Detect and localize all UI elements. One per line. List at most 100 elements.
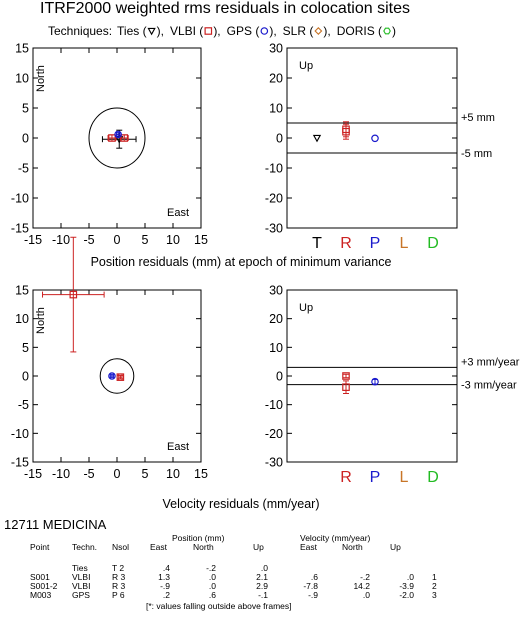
data-point-gps bbox=[371, 134, 379, 143]
y-tick-label: 10 bbox=[269, 102, 283, 116]
table-cell: S001-2 bbox=[30, 581, 58, 591]
residuals-table: Position (mm) Velocity (mm/year) Point Tech… bbox=[30, 533, 437, 611]
station-name: 12711 MEDICINA bbox=[4, 517, 107, 532]
tolerance-circle bbox=[88, 107, 146, 169]
table-cell: .0 bbox=[261, 563, 268, 573]
category-label-r: R bbox=[340, 469, 352, 486]
threshold-label: +3 mm/year bbox=[461, 356, 520, 368]
velocity-horizontal-plot: -15 -10 -5 0 5 10 15 -15 -10 -5 0 5 10 15 North East bbox=[11, 236, 208, 481]
y-tick-label: 5 bbox=[22, 341, 29, 355]
y-tick-label: -20 bbox=[265, 427, 283, 441]
up-title: Up bbox=[299, 60, 313, 72]
x-tick-label: 10 bbox=[166, 467, 180, 481]
legend-circle-icon bbox=[260, 27, 269, 35]
position-group-header: Position (mm) bbox=[172, 533, 225, 543]
category-label-l: L bbox=[400, 235, 409, 252]
data-point-vlbi bbox=[342, 383, 350, 391]
table-cell: -.2 bbox=[360, 572, 370, 582]
category-label-d: D bbox=[427, 235, 439, 252]
legend-triangle-icon bbox=[147, 27, 156, 36]
table-cell: T 2 bbox=[112, 563, 124, 573]
legend-label-gps: GPS ( bbox=[227, 24, 260, 38]
x-tick-label: -15 bbox=[24, 467, 42, 481]
table-cell: .0 bbox=[209, 581, 216, 591]
table-cell: .2 bbox=[163, 590, 170, 600]
y-tick-label: -10 bbox=[11, 192, 29, 206]
table-cell: P 6 bbox=[112, 590, 125, 600]
x-tick-label: 15 bbox=[194, 467, 208, 481]
north-label: North bbox=[35, 307, 47, 334]
column-header: East bbox=[300, 542, 318, 552]
table-cell: .6 bbox=[209, 590, 216, 600]
column-header: Techn. bbox=[72, 542, 97, 552]
table-cell: -.9 bbox=[308, 590, 318, 600]
x-tick-label: 5 bbox=[142, 467, 149, 481]
position-up-plot: -30 -20 -10 0 10 20 30 Up +5 mm -5 mm T R P L D bbox=[265, 42, 495, 253]
data-point-gps bbox=[371, 377, 379, 386]
category-label-t: T bbox=[312, 235, 322, 252]
east-label: East bbox=[167, 441, 189, 453]
column-header: North bbox=[193, 542, 214, 552]
y-tick-label: 0 bbox=[276, 370, 283, 384]
category-label-l: L bbox=[400, 469, 409, 486]
tolerance-circle bbox=[99, 358, 135, 394]
y-tick-label: -10 bbox=[265, 162, 283, 176]
y-tick-label: -10 bbox=[265, 398, 283, 412]
x-tick-label: -15 bbox=[24, 233, 42, 247]
table-cell: 14.2 bbox=[353, 581, 370, 591]
y-tick-label: -5 bbox=[18, 162, 29, 176]
table-cell: 1 bbox=[432, 572, 437, 582]
y-tick-label: 5 bbox=[22, 102, 29, 116]
y-tick-label: -15 bbox=[11, 222, 29, 236]
data-point-gps bbox=[108, 372, 116, 380]
data-point-vlbi bbox=[108, 134, 116, 142]
data-point-vlbi bbox=[120, 134, 129, 142]
legend-square-icon bbox=[204, 27, 213, 35]
table-cell: -7.8 bbox=[303, 581, 318, 591]
category-label-r: R bbox=[340, 235, 352, 252]
y-tick-label: 30 bbox=[269, 42, 283, 56]
table-cell: -.9 bbox=[160, 581, 170, 591]
x-tick-label: -10 bbox=[52, 233, 70, 247]
y-tick-label: 20 bbox=[269, 72, 283, 86]
legend-close-paren: ), bbox=[269, 24, 276, 38]
category-label-p: P bbox=[370, 469, 381, 486]
legend-label-slr: SLR ( bbox=[283, 24, 314, 38]
y-tick-label: 10 bbox=[15, 72, 29, 86]
table-cell: -.2 bbox=[206, 563, 216, 573]
legend-label-doris: DORIS ( bbox=[337, 24, 382, 38]
y-tick-label: -30 bbox=[265, 456, 283, 470]
legend-close-paren: ), bbox=[157, 24, 164, 38]
y-tick-label: 10 bbox=[15, 312, 29, 326]
legend-diamond-icon bbox=[314, 27, 323, 35]
y-tick-label: 0 bbox=[22, 370, 29, 384]
page-title: ITRF2000 weighted rms residuals in coloc… bbox=[40, 0, 410, 17]
table-cell: M003 bbox=[30, 590, 52, 600]
table-cell: 1.3 bbox=[158, 572, 170, 582]
y-tick-label: -15 bbox=[11, 456, 29, 470]
y-tick-label: 0 bbox=[276, 132, 283, 146]
x-tick-label: -5 bbox=[83, 233, 94, 247]
table-cell: 2 bbox=[432, 581, 437, 591]
table-cell: .0 bbox=[363, 590, 370, 600]
threshold-label: +5 mm bbox=[461, 112, 495, 124]
legend-close-paren: ) bbox=[392, 24, 396, 38]
table-cell: .4 bbox=[163, 563, 170, 573]
velocity-group-header: Velocity (mm/year) bbox=[300, 533, 371, 543]
y-tick-label: 10 bbox=[269, 341, 283, 355]
column-header: North bbox=[342, 542, 363, 552]
x-tick-label: 10 bbox=[166, 233, 180, 247]
column-header: Point bbox=[30, 542, 50, 552]
legend-hexagon-icon bbox=[383, 27, 391, 35]
data-point-vlbi bbox=[342, 372, 350, 380]
up-title: Up bbox=[299, 302, 313, 314]
x-tick-label: 5 bbox=[142, 233, 149, 247]
data-point-ties bbox=[312, 134, 322, 143]
legend-close-paren: ), bbox=[213, 24, 220, 38]
table-cell: .0 bbox=[209, 572, 216, 582]
plot-frame bbox=[286, 289, 458, 463]
table-cell: VLBI bbox=[72, 581, 90, 591]
x-tick-label: 15 bbox=[194, 233, 208, 247]
table-cell: GPS bbox=[72, 590, 90, 600]
